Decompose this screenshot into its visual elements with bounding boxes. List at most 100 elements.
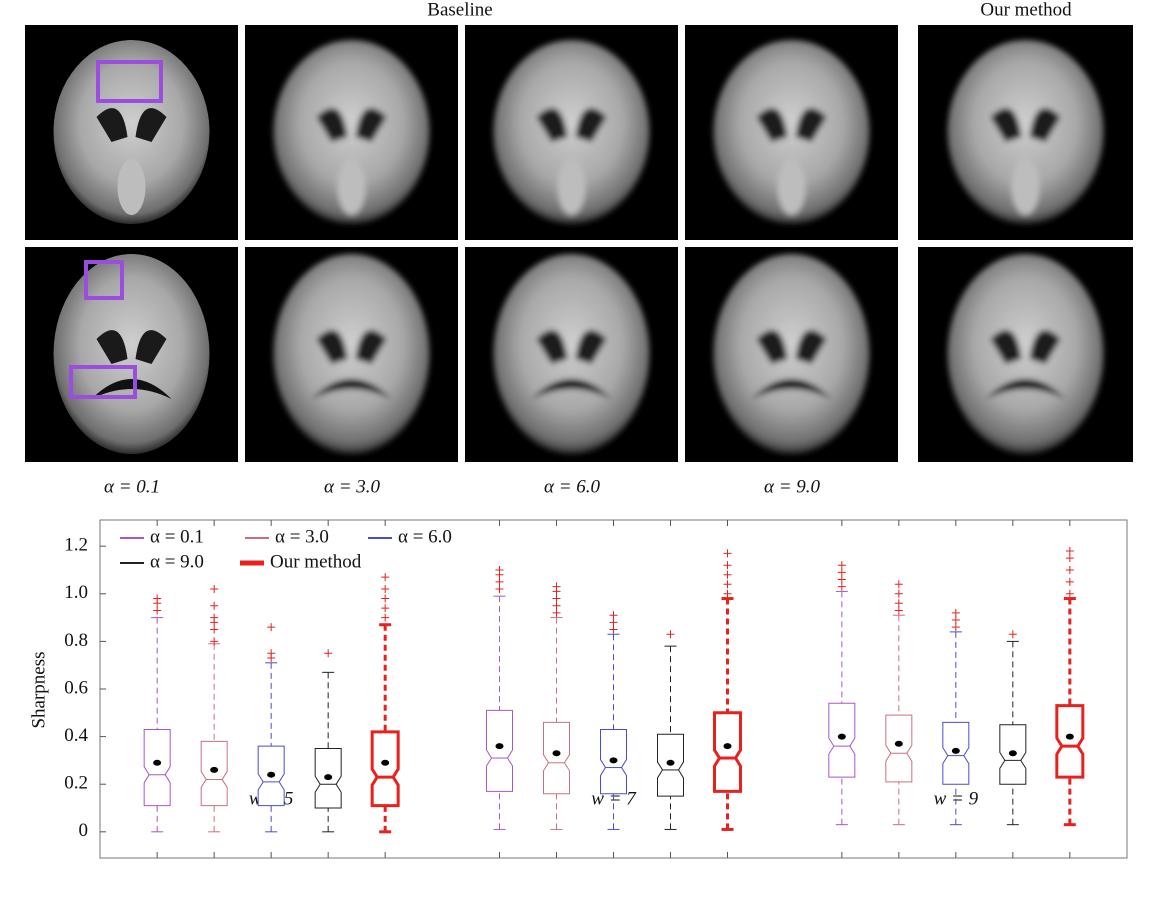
outlier	[837, 561, 846, 570]
outlier	[210, 613, 219, 622]
brain-image	[25, 247, 238, 462]
outlier	[723, 580, 732, 589]
mean-dot	[210, 766, 219, 773]
ventricle	[990, 108, 1061, 142]
ventricle	[536, 330, 607, 364]
outlier	[381, 585, 390, 594]
brain-tissue	[713, 254, 870, 454]
brain-tissue	[713, 40, 870, 224]
brainstem	[337, 159, 366, 215]
box	[486, 709, 513, 792]
ventricle	[990, 330, 1061, 364]
brain-shape	[713, 254, 870, 454]
outlier	[552, 601, 561, 610]
brain-shape	[947, 254, 1104, 454]
outlier	[210, 625, 219, 634]
brain-image	[918, 247, 1133, 462]
mean-dot	[723, 743, 732, 750]
ventricle	[96, 330, 167, 364]
outlier	[951, 615, 960, 624]
outlier	[951, 623, 960, 632]
outlier	[210, 637, 219, 646]
ventricle	[985, 379, 1066, 399]
brain-image	[465, 25, 678, 240]
box	[713, 711, 742, 793]
ventricle	[756, 330, 827, 364]
mean-dot	[609, 757, 618, 764]
legend-label: α = 3.0	[275, 526, 329, 547]
outlier	[723, 570, 732, 579]
brainstem	[117, 159, 146, 215]
mean-dot	[1008, 750, 1017, 757]
outlier	[666, 630, 675, 639]
brain-image	[245, 25, 458, 240]
brain-tissue	[53, 254, 210, 454]
y-tick-label: 0.4	[64, 725, 88, 746]
outlier	[381, 604, 390, 613]
brain-shape	[713, 40, 870, 224]
legend-label: α = 9.0	[150, 551, 204, 572]
brain-tissue	[273, 40, 430, 224]
ventricle	[96, 108, 167, 142]
brain-shape	[53, 254, 210, 454]
brain-tissue	[947, 40, 1104, 224]
outlier	[552, 594, 561, 603]
outlier	[324, 649, 333, 658]
outlier	[723, 589, 732, 598]
mean-dot	[381, 759, 390, 766]
outlier	[267, 649, 276, 658]
highlight-box	[96, 60, 163, 103]
brain-shape	[493, 40, 650, 224]
brain-image	[25, 25, 238, 240]
outlier	[894, 589, 903, 598]
outlier	[210, 585, 219, 594]
highlight-box	[84, 260, 124, 300]
legend-label: α = 0.1	[150, 526, 204, 547]
baseline-label: Baseline	[427, 0, 492, 20]
mean-dot	[324, 774, 333, 781]
brain-shape	[53, 40, 210, 224]
y-tick-label: 0.2	[64, 773, 88, 794]
ventricle	[91, 379, 172, 399]
outlier	[267, 623, 276, 632]
ventricle	[751, 379, 832, 399]
mean-dot	[495, 743, 504, 750]
y-tick-label: 1.2	[64, 535, 88, 556]
brain-tissue	[493, 254, 650, 454]
outlier	[723, 549, 732, 558]
ventricle	[316, 108, 387, 142]
outlier	[837, 575, 846, 584]
box	[885, 714, 913, 783]
outlier	[495, 565, 504, 574]
outlier	[1065, 577, 1074, 586]
box	[200, 740, 228, 807]
legend-label: α = 6.0	[398, 526, 452, 547]
outlier	[1065, 546, 1074, 555]
brain-shape	[493, 254, 650, 454]
outlier	[381, 613, 390, 622]
mean-dot	[153, 759, 162, 766]
outlier	[609, 625, 618, 634]
y-tick-label: 0.6	[64, 677, 88, 698]
mean-dot	[666, 759, 675, 766]
ventricle	[531, 379, 612, 399]
highlight-box	[69, 365, 137, 399]
outlier	[210, 601, 219, 610]
outlier	[951, 608, 960, 617]
brain-tissue	[493, 40, 650, 224]
y-axis-label: Sharpness	[28, 651, 49, 728]
mean-dot	[894, 740, 903, 747]
box	[543, 721, 570, 795]
alpha-label: α = 9.0	[764, 476, 821, 497]
outlier	[894, 606, 903, 615]
mean-dot	[552, 750, 561, 757]
ventricle	[756, 108, 827, 142]
alpha-label: α = 6.0	[544, 476, 601, 497]
brain-tissue	[53, 40, 210, 224]
outlier	[894, 580, 903, 589]
mean-dot	[837, 733, 846, 740]
outlier	[1008, 630, 1017, 639]
outlier	[609, 618, 618, 627]
brain-shape	[273, 254, 430, 454]
ventricle	[311, 379, 392, 399]
